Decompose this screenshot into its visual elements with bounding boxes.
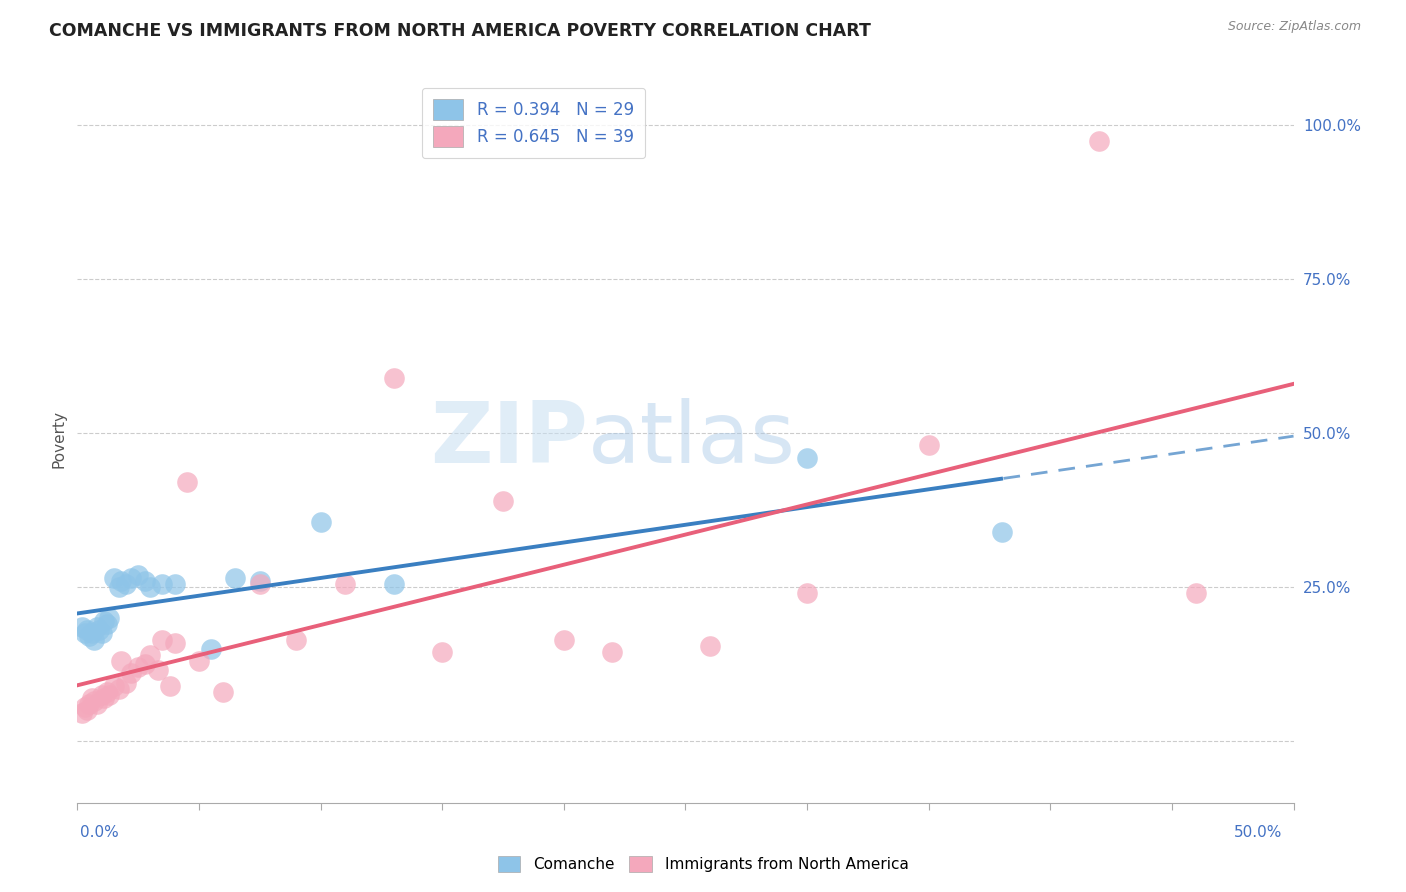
Point	[73, 626, 96, 640]
Point	[103, 679, 125, 693]
Point	[80, 691, 103, 706]
Point	[553, 632, 575, 647]
Point	[127, 660, 149, 674]
Point	[224, 571, 246, 585]
Point	[115, 675, 138, 690]
Point	[602, 645, 624, 659]
Text: COMANCHE VS IMMIGRANTS FROM NORTH AMERICA POVERTY CORRELATION CHART: COMANCHE VS IMMIGRANTS FROM NORTH AMERIC…	[49, 22, 872, 40]
Point	[70, 706, 93, 721]
Point	[163, 635, 186, 649]
Text: atlas: atlas	[588, 398, 796, 481]
Point	[115, 577, 138, 591]
Point	[146, 664, 169, 678]
Point	[918, 438, 941, 452]
Point	[188, 654, 211, 668]
Point	[163, 577, 186, 591]
Point	[93, 691, 115, 706]
Point	[176, 475, 198, 490]
Point	[90, 688, 112, 702]
Point	[382, 577, 405, 591]
Point	[107, 580, 129, 594]
Point	[76, 624, 98, 638]
Point	[83, 632, 105, 647]
Point	[86, 620, 108, 634]
Point	[80, 626, 103, 640]
Point	[212, 685, 235, 699]
Point	[110, 574, 132, 588]
Point	[152, 632, 174, 647]
Y-axis label: Poverty: Poverty	[51, 410, 66, 468]
Point	[432, 645, 454, 659]
Point	[79, 630, 101, 644]
Point	[127, 567, 149, 582]
Point	[159, 679, 181, 693]
Point	[333, 577, 356, 591]
Point	[93, 614, 115, 628]
Point	[110, 654, 132, 668]
Point	[249, 577, 271, 591]
Point	[796, 450, 818, 465]
Point	[120, 571, 142, 585]
Point	[70, 620, 93, 634]
Point	[309, 516, 332, 530]
Point	[200, 641, 222, 656]
Point	[249, 574, 271, 588]
Point	[96, 685, 118, 699]
Point	[796, 586, 818, 600]
Point	[103, 571, 125, 585]
Legend: R = 0.394   N = 29, R = 0.645   N = 39: R = 0.394 N = 29, R = 0.645 N = 39	[422, 87, 645, 159]
Point	[1088, 134, 1111, 148]
Point	[134, 657, 156, 672]
Text: 0.0%: 0.0%	[80, 825, 120, 839]
Point	[73, 700, 96, 714]
Point	[76, 703, 98, 717]
Point	[285, 632, 308, 647]
Text: Source: ZipAtlas.com: Source: ZipAtlas.com	[1227, 20, 1361, 33]
Legend: Comanche, Immigrants from North America: Comanche, Immigrants from North America	[489, 848, 917, 880]
Text: 50.0%: 50.0%	[1234, 825, 1282, 839]
Point	[97, 611, 120, 625]
Point	[120, 666, 142, 681]
Point	[990, 524, 1012, 539]
Point	[382, 370, 405, 384]
Point	[139, 580, 162, 594]
Point	[492, 494, 515, 508]
Point	[79, 697, 101, 711]
Point	[90, 626, 112, 640]
Point	[1185, 586, 1208, 600]
Point	[96, 617, 118, 632]
Text: ZIP: ZIP	[430, 398, 588, 481]
Point	[97, 688, 120, 702]
Point	[699, 639, 721, 653]
Point	[134, 574, 156, 588]
Point	[107, 681, 129, 696]
Point	[139, 648, 162, 662]
Point	[89, 624, 111, 638]
Point	[86, 697, 108, 711]
Point	[83, 694, 105, 708]
Point	[152, 577, 174, 591]
